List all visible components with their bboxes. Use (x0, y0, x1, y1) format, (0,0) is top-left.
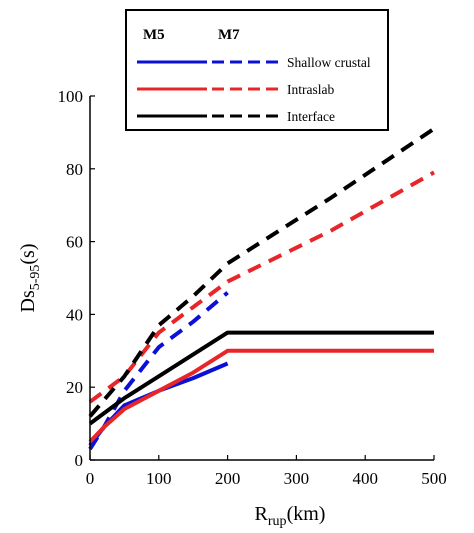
series-group (88, 127, 436, 451)
x-tick-label: 500 (421, 469, 447, 488)
y-tick-label: 40 (66, 305, 83, 324)
series-line-intraslab-m5 (88, 348, 434, 444)
x-axis-label-sub: rup (268, 514, 287, 529)
y-axis-label-main: Ds (17, 290, 39, 312)
legend-col-m5: M5 (143, 27, 165, 43)
series-line-interface-m7 (88, 127, 436, 418)
series-line-interface-m5 (88, 330, 434, 426)
y-axis-label-suffix: (s) (17, 243, 39, 264)
y-tick-label: 80 (66, 160, 83, 179)
legend-box (125, 9, 389, 131)
x-axis-label-suffix: (km) (287, 503, 326, 525)
x-tick-label: 100 (146, 469, 172, 488)
legend-shallow-label: Shallow crustal (287, 55, 371, 70)
x-tick-label: 200 (215, 469, 241, 488)
legend-intraslab-label: Intraslab (287, 82, 334, 97)
x-axis-label-main: R (255, 503, 269, 525)
x-tick-label: 300 (284, 469, 310, 488)
y-tick-label: 0 (75, 451, 84, 470)
legend: M5 M7 Shallow crustal Intraslab Interfac… (125, 9, 389, 131)
y-axis-label: Ds5-95(s) (17, 243, 43, 312)
series-line-intraslab-m7 (88, 170, 435, 404)
y-axis-label-sub: 5-95 (28, 265, 43, 291)
x-tick-label: 400 (352, 469, 378, 488)
axes-group: 0 100 200 300 400 500 0 20 40 60 80 100 (58, 87, 447, 488)
y-tick-label: 60 (66, 233, 83, 252)
legend-interface-label: Interface (287, 109, 335, 124)
y-tick-label: 100 (58, 87, 84, 106)
x-tick-label: 0 (86, 469, 95, 488)
legend-col-m7: M7 (218, 27, 240, 43)
series-line-shallow-crustal-m7 (88, 291, 229, 451)
y-tick-label: 20 (66, 378, 83, 397)
x-axis-label: Rrup(km) (255, 503, 326, 529)
